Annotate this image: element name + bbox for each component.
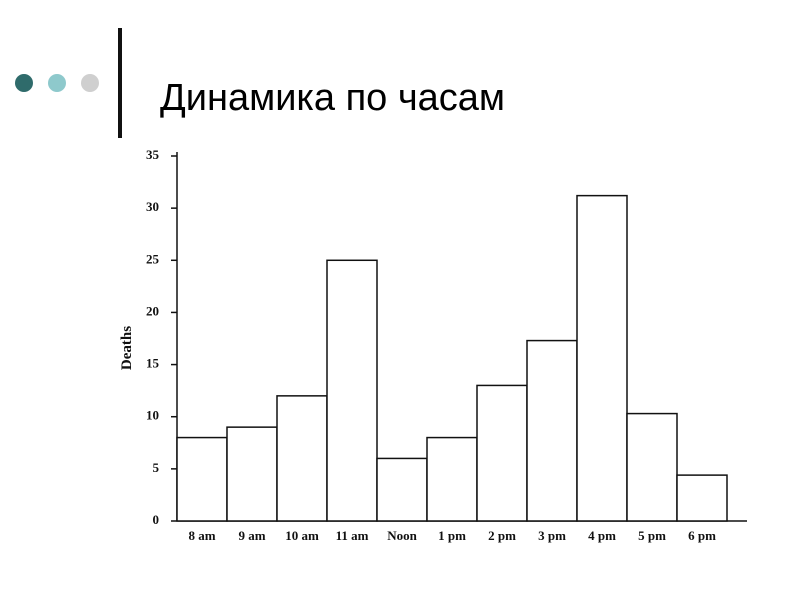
x-tick-label: 6 pm [688, 528, 716, 543]
bar [276, 395, 328, 522]
x-tick-label: Noon [387, 528, 417, 543]
x-tick-label: 5 pm [638, 528, 666, 543]
x-tick-label: 2 pm [488, 528, 516, 543]
bar [676, 474, 728, 522]
bar [226, 426, 278, 522]
y-tick-label: 10 [146, 408, 159, 423]
bar [526, 339, 578, 522]
decor-dot [48, 74, 66, 92]
x-tick-label: 4 pm [588, 528, 616, 543]
y-axis-label: Deaths [119, 326, 135, 370]
y-tick-label: 5 [153, 460, 160, 475]
bar [376, 457, 428, 522]
bar [176, 436, 228, 522]
x-tick-label: 11 am [336, 528, 369, 543]
y-tick-label: 0 [153, 512, 160, 527]
decor-dot [15, 74, 33, 92]
x-tick-label: 8 am [188, 528, 215, 543]
y-tick-label: 35 [146, 147, 160, 162]
x-tick-label: 3 pm [538, 528, 566, 543]
bar [326, 259, 378, 522]
y-tick-label: 25 [146, 251, 160, 266]
x-tick-label: 10 am [285, 528, 319, 543]
y-tick-label: 15 [146, 356, 160, 371]
bar [476, 384, 528, 522]
y-tick-label: 20 [146, 303, 159, 318]
bar [626, 412, 678, 522]
chart-title: Динамика по часам [160, 77, 505, 119]
bar [576, 194, 628, 522]
bar [426, 436, 478, 522]
x-tick-label: 9 am [238, 528, 265, 543]
y-tick-label: 30 [146, 199, 159, 214]
decor-dot [81, 74, 99, 92]
x-tick-label: 1 pm [438, 528, 466, 543]
